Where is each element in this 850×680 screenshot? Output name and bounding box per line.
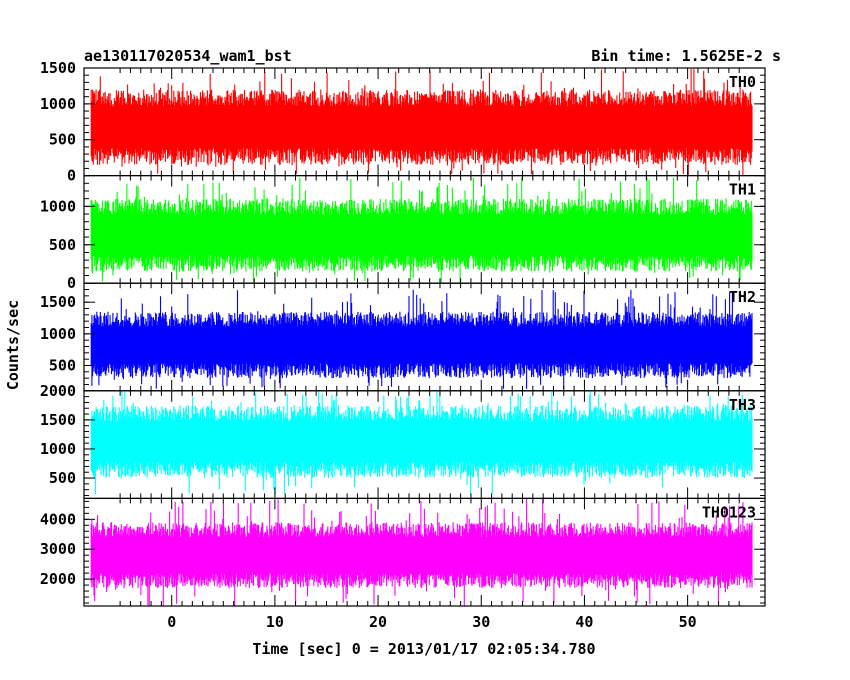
th0123-panel-frame [83,497,766,607]
y-tick-label: 1500 [40,411,76,429]
y-tick-label: 1000 [40,440,76,458]
x-tick-label: 30 [472,613,490,631]
x-tick-label: 0 [167,613,176,631]
y-tick-label: 0 [67,167,76,185]
y-tick-label: 1500 [40,293,76,311]
x-axis-label: Time [sec] 0 = 2013/01/17 02:05:34.780 [252,640,595,658]
y-tick-label: 500 [49,469,76,487]
x-tick-label: 10 [266,613,284,631]
y-tick-label: 500 [49,236,76,254]
th0-series-line [90,68,753,176]
y-tick-label: 3000 [40,540,76,558]
th1-panel-label: TH1 [729,181,756,199]
th0-panel-label: TH0 [729,73,756,91]
y-tick-label: 1000 [40,95,76,113]
y-tick-label: 1500 [40,59,76,77]
y-axis-label: Counts/sec [4,300,22,390]
y-tick-label: 4000 [40,510,76,528]
y-tick-label: 1000 [40,197,76,215]
bin-time-label: Bin time: 1.5625E-2 s [591,47,781,65]
y-tick-label: 0 [67,274,76,292]
chart-title: ae130117020534_wam1_bst [84,47,292,65]
x-tick-label: 20 [369,613,387,631]
th3-series-line [90,391,753,495]
x-tick-label: 40 [575,613,593,631]
th2-series-line [90,289,753,390]
th1-series-line [90,177,753,283]
y-tick-label: 500 [49,356,76,374]
th0123-panel-label: TH0123 [702,503,756,521]
th2-panel-label: TH2 [729,288,756,306]
th0123-series-line [90,498,753,606]
x-tick-label: 50 [679,613,697,631]
th3-panel-label: TH3 [729,396,756,414]
y-tick-label: 2000 [40,570,76,588]
y-tick-label: 1000 [40,325,76,343]
y-tick-label: 500 [49,131,76,149]
y-tick-label: 2000 [40,382,76,400]
